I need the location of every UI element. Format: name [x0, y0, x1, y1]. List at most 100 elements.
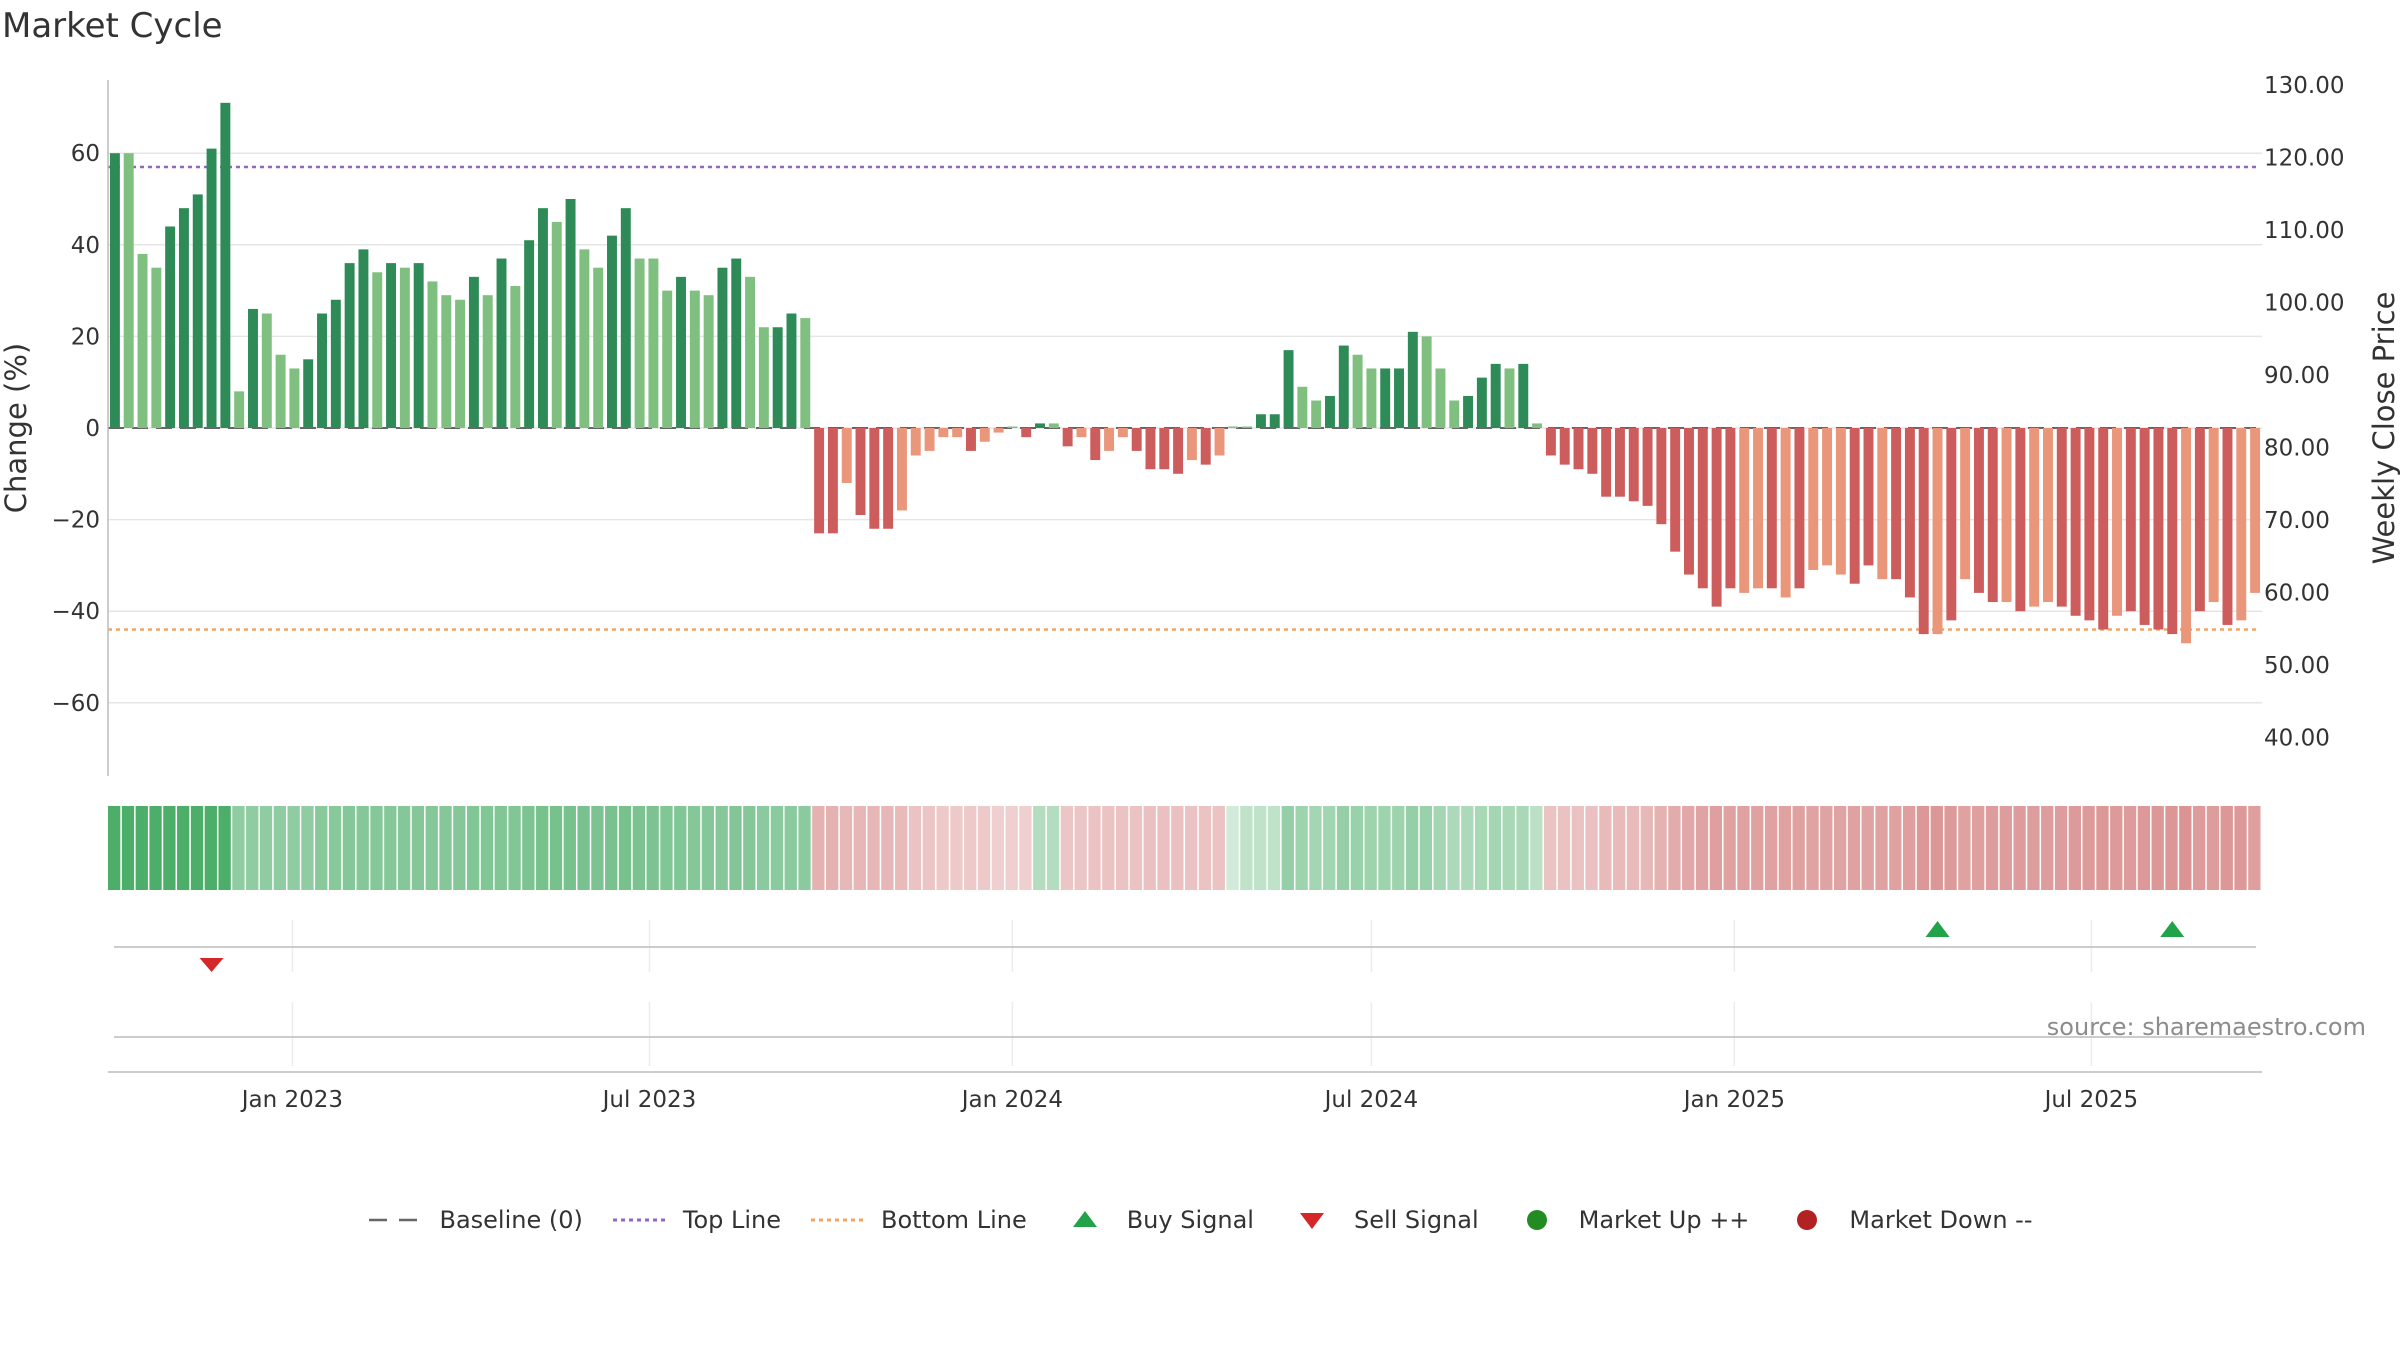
bar	[717, 267, 728, 428]
bar	[620, 208, 631, 428]
heat-cell	[2068, 806, 2081, 890]
dotted-purple-line-icon	[611, 1205, 671, 1235]
bar	[786, 313, 797, 428]
heat-cell	[2054, 806, 2068, 890]
heat-cell	[356, 806, 369, 890]
bar	[924, 428, 935, 451]
legend-item-sell-signal[interactable]: Sell Signal	[1282, 1205, 1479, 1235]
heat-cell	[246, 806, 259, 890]
bar	[496, 258, 507, 428]
bar	[261, 313, 272, 428]
x-tick-label: Jul 2025	[2043, 1087, 2139, 1113]
heat-cell	[1226, 806, 1239, 890]
bar	[2208, 428, 2219, 603]
bar	[2181, 428, 2192, 644]
heat-cell	[632, 806, 645, 890]
heat-cell	[522, 806, 535, 890]
heat-cell	[480, 806, 494, 890]
sell-signal-marker[interactable]	[199, 958, 224, 972]
bar	[827, 428, 838, 534]
heat-cell	[1903, 806, 1916, 890]
bar	[1131, 428, 1142, 451]
heat-cell	[1916, 806, 1930, 890]
bar	[2222, 428, 2233, 625]
heat-cell	[1709, 806, 1722, 890]
bar	[676, 276, 686, 428]
heat-cell	[2027, 806, 2040, 890]
heat-cell	[1613, 806, 1626, 890]
heat-cell	[1695, 806, 1709, 890]
heat-cell	[674, 806, 687, 890]
bar	[1283, 350, 1294, 428]
bar	[689, 290, 700, 428]
heat-cell	[1875, 806, 1888, 890]
bar	[123, 153, 134, 428]
heat-cell	[1778, 806, 1792, 890]
bar	[2084, 428, 2095, 621]
heat-cell	[2096, 806, 2109, 890]
bar	[1891, 428, 1902, 580]
x-tick-label: Jul 2024	[1323, 1087, 1419, 1113]
heat-cell	[1833, 806, 1847, 890]
buy-signal-marker[interactable]	[1925, 921, 1950, 937]
x-tick-label: Jan 2025	[1682, 1087, 1785, 1113]
bar	[1242, 426, 1253, 428]
bar	[579, 249, 590, 428]
heat-cell	[1999, 806, 2012, 890]
left-tick-label: 40	[71, 233, 100, 259]
heat-cell	[467, 806, 480, 890]
legend-item-buy-signal[interactable]: Buy Signal	[1055, 1205, 1254, 1235]
buy-signal-marker[interactable]	[2160, 921, 2185, 937]
legend-item-market-down[interactable]: Market Down --	[1777, 1205, 2033, 1235]
heat-cell	[1171, 806, 1184, 890]
heat-cell	[1309, 806, 1322, 890]
heat-cell	[1792, 806, 1805, 890]
heat-cell	[1143, 806, 1156, 890]
bar	[993, 428, 1004, 433]
dash-line-icon	[367, 1205, 427, 1235]
heat-cell	[2041, 806, 2054, 890]
bar	[1476, 377, 1487, 428]
heat-cell	[2179, 806, 2192, 890]
heat-cell	[1033, 806, 1046, 890]
heat-cell	[1972, 806, 1985, 890]
bar	[151, 267, 162, 428]
bar	[1297, 386, 1308, 428]
heat-cell	[881, 806, 894, 890]
heat-cell	[577, 806, 590, 890]
legend-item-bottom-line[interactable]: Bottom Line	[809, 1205, 1027, 1235]
heat-cell	[1516, 806, 1529, 890]
bar	[372, 272, 383, 428]
bar	[896, 428, 907, 511]
heat-cell	[1212, 806, 1225, 890]
bar	[1255, 414, 1266, 428]
bar	[1366, 368, 1377, 428]
bar	[2125, 428, 2136, 612]
heat-cell	[370, 806, 383, 890]
legend-item-market-up[interactable]: Market Up ++	[1507, 1205, 1749, 1235]
bar	[2015, 428, 2026, 612]
axes: 60 40 20 0 −20 −40 −60 130.00 120.00 110.00 100.00…	[0, 73, 2400, 776]
bar	[1904, 428, 1915, 598]
heat-cell	[1861, 806, 1874, 890]
bar	[1973, 428, 1984, 593]
bar	[883, 428, 894, 529]
heat-cell	[1654, 806, 1667, 890]
heat-cell	[936, 806, 949, 890]
heat-cell	[1723, 806, 1736, 890]
bar	[648, 258, 659, 428]
heat-cell	[1585, 806, 1598, 890]
bar	[1035, 423, 1045, 428]
heat-cell	[411, 806, 425, 890]
bar	[1863, 428, 1874, 566]
bar	[938, 428, 949, 438]
legend-item-top-line[interactable]: Top Line	[611, 1205, 781, 1235]
bar	[537, 208, 548, 428]
bar	[703, 295, 714, 428]
heat-cell	[1336, 806, 1350, 890]
bar	[634, 258, 645, 428]
heat-cell	[2013, 806, 2026, 890]
right-axis-title: Weekly Close Price	[2367, 292, 2400, 565]
bar	[510, 286, 521, 428]
legend-item-baseline[interactable]: Baseline (0)	[367, 1205, 583, 1235]
